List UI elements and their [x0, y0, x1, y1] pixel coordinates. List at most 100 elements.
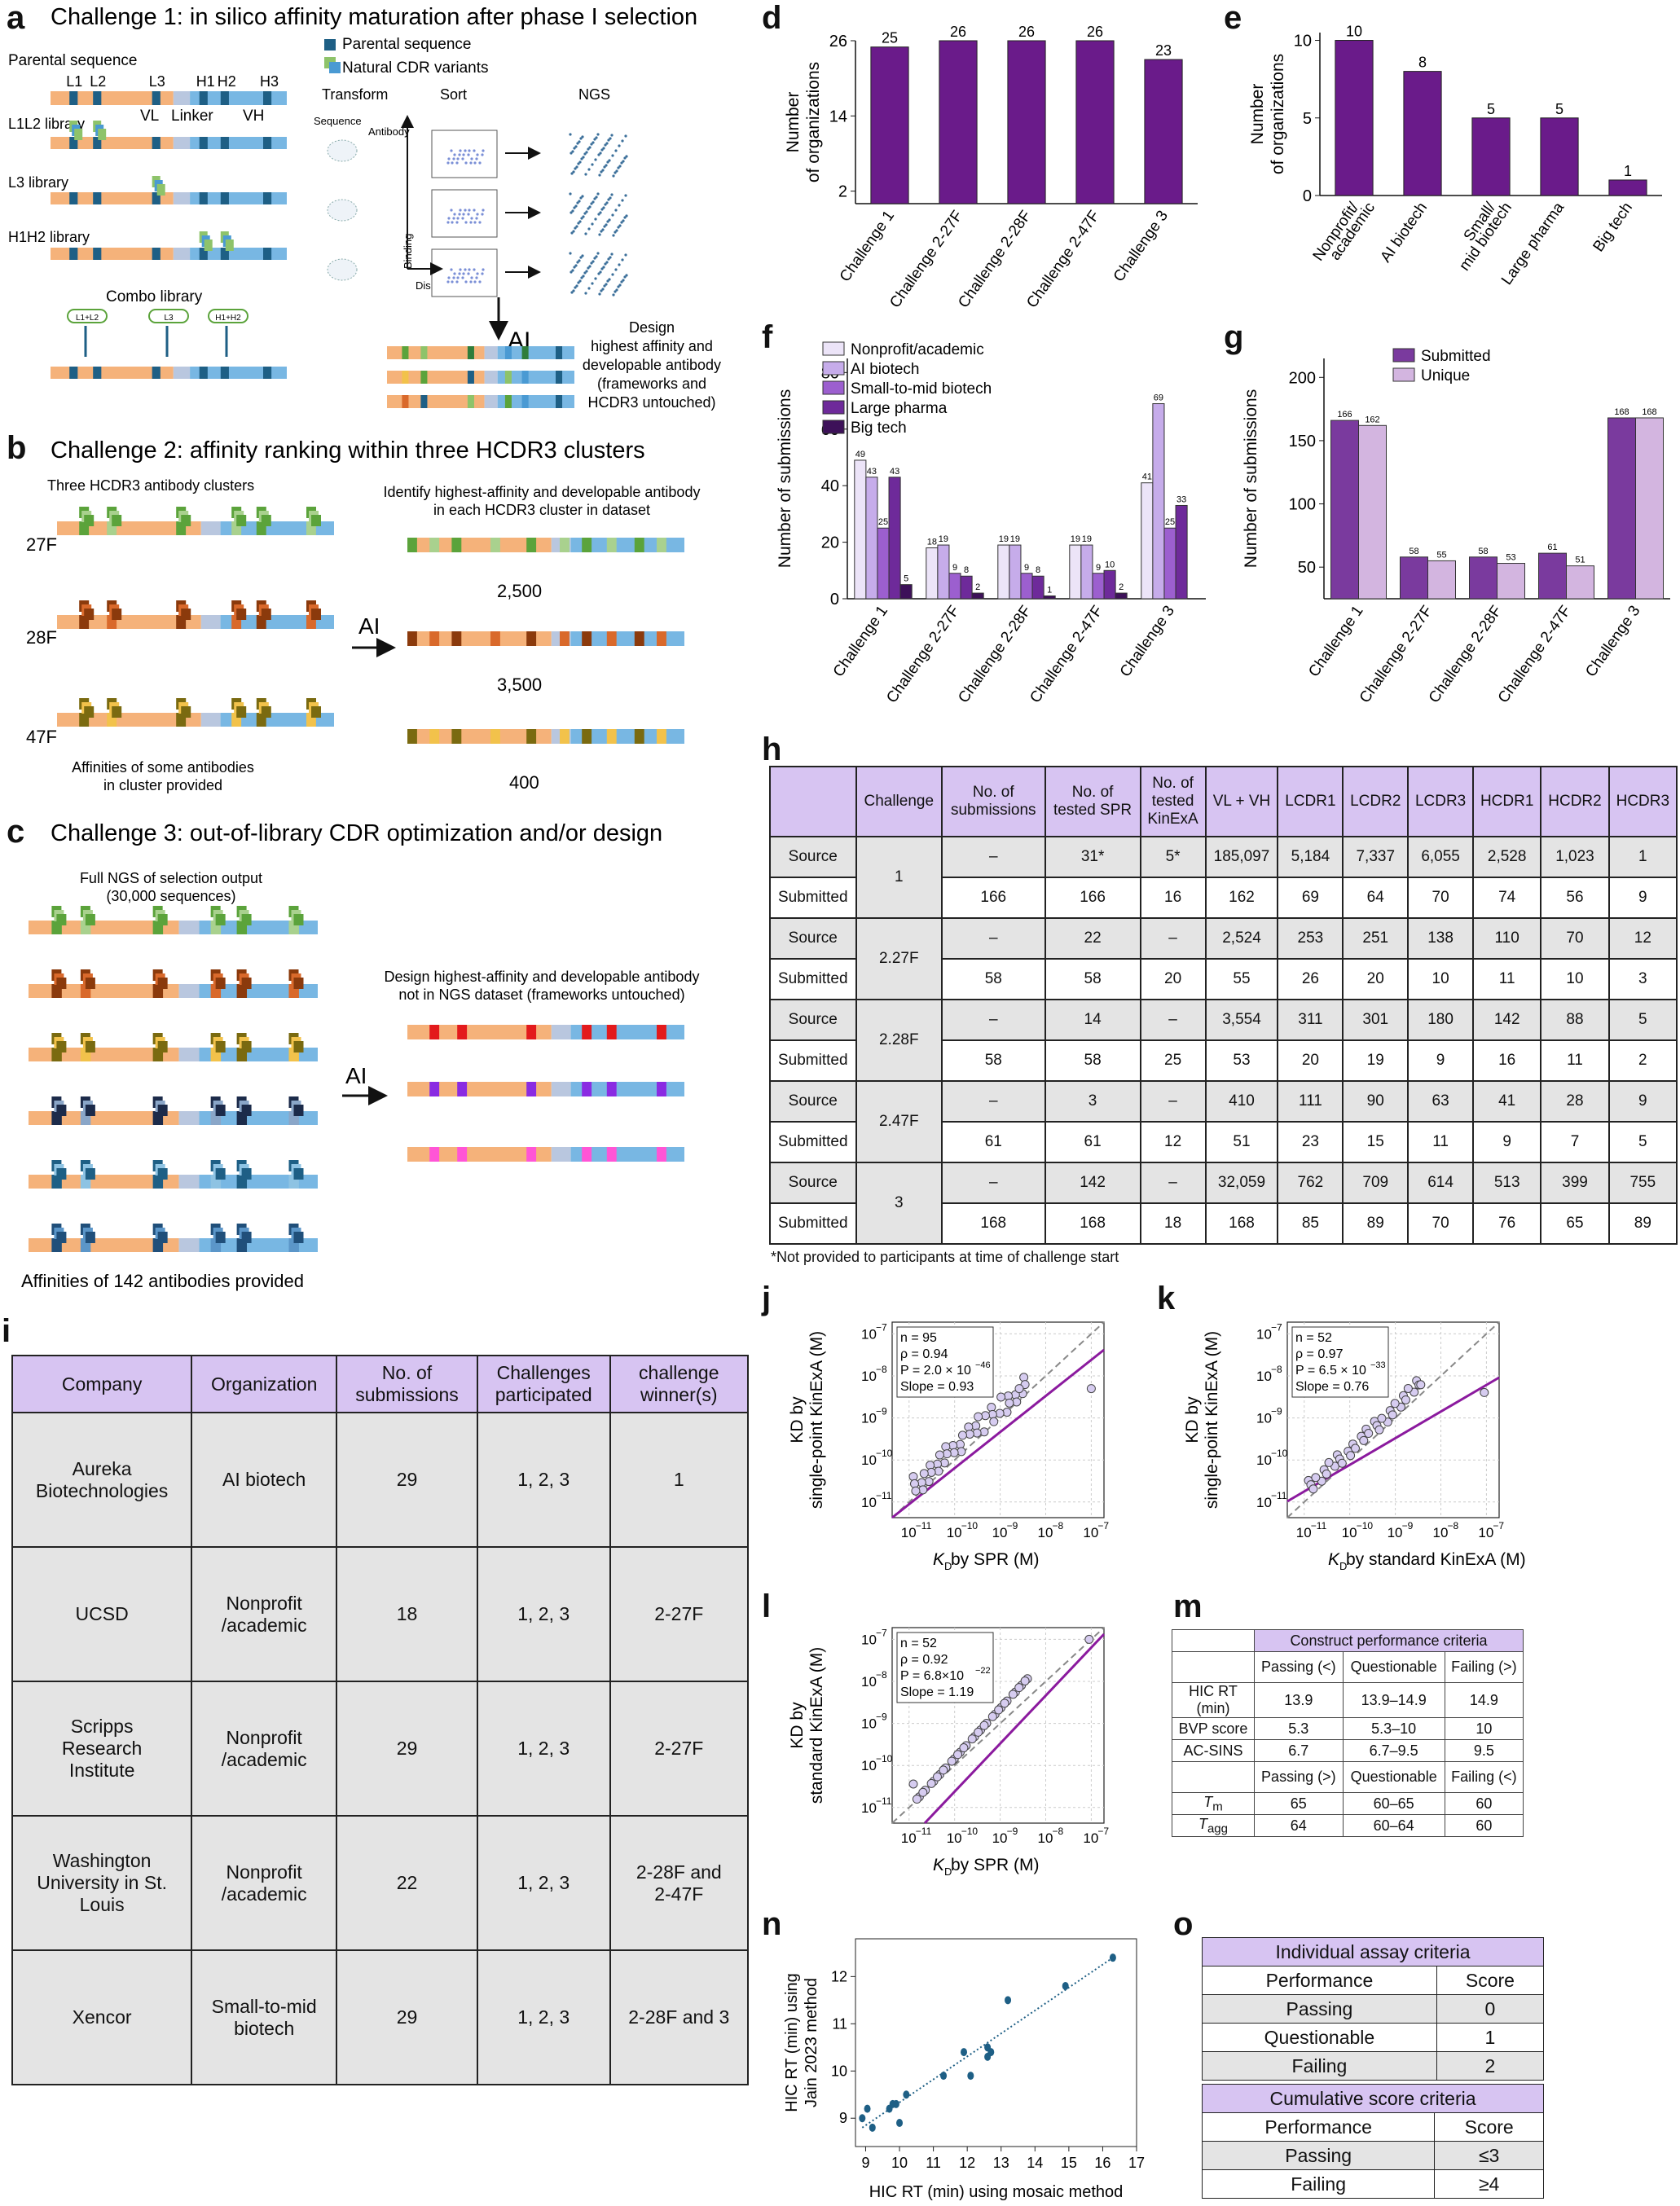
ngs-dot [618, 263, 621, 266]
ngs-dot [605, 142, 609, 145]
bar-3 [1175, 504, 1188, 600]
facs-dot [482, 149, 485, 152]
x-tick-exp: −10 [961, 1520, 979, 1531]
plot-frame [855, 1938, 1137, 2147]
design-c-line: not in NGS dataset (frameworks untouched… [398, 987, 684, 1003]
design-c-2-cdr-0 [429, 1147, 440, 1162]
ngs-dot [597, 153, 600, 156]
bar [1075, 40, 1115, 204]
y-tick-label: 12 [831, 1968, 847, 1984]
cluster-dataset-1-cdr-8 [634, 631, 644, 646]
data-point [964, 1422, 974, 1432]
ngs-dot [577, 222, 580, 225]
ngs-seq-1-vh [199, 984, 318, 998]
ngs-dot [600, 148, 604, 152]
bar-label: 19 [939, 534, 948, 544]
legend-swatch [1392, 348, 1415, 363]
library-0-vh [190, 137, 287, 149]
bar-label: 166 [1337, 410, 1352, 420]
cluster-stack [112, 515, 122, 526]
ngs-dot [602, 206, 605, 209]
ngs-seq-2-vh [199, 1048, 318, 1061]
facs-dot [470, 217, 473, 220]
legend-swatch [1392, 367, 1415, 382]
design-line: HCDR3 untouched) [587, 394, 715, 411]
legend-label: AI biotech [851, 361, 920, 378]
table-cell: Challenge [855, 766, 943, 837]
stat-rho: ρ = 0.92 [900, 1653, 948, 1667]
design-seq-2-cdr-0 [402, 371, 409, 384]
data-point [908, 1472, 918, 1482]
ngs-dot [591, 222, 594, 226]
cluster-28f: 28F [26, 627, 57, 648]
data-point [903, 2090, 910, 2099]
data-point [926, 1461, 935, 1470]
legend-label: Big tech [851, 420, 907, 437]
cdr-label-H2: H2 [218, 73, 236, 90]
data-point [1359, 1435, 1369, 1445]
bar-1 [1497, 563, 1525, 600]
y-tick-label: 0 [1303, 187, 1312, 205]
bar-2 [1163, 527, 1176, 600]
parental-seq-cdr-1 [93, 91, 102, 105]
y-tick-exp: −10 [876, 1448, 893, 1459]
y-tick-exp: −11 [876, 1490, 892, 1501]
table-cell: 23 [1277, 1121, 1344, 1163]
table-cell: 3 [1044, 1080, 1141, 1123]
ngs-dot [599, 270, 602, 274]
x-tick-exp: −8 [1053, 1826, 1064, 1837]
x-tick-label: 10 [891, 2155, 908, 2171]
ngs-stack [157, 978, 168, 989]
cluster-dataset-1-cdr-9 [657, 631, 666, 646]
combo-label: Combo library [106, 288, 203, 305]
panel-label-n: n [762, 1906, 782, 1942]
table-cell: – [941, 836, 1046, 878]
design-seq-1-cdr-2 [467, 346, 474, 359]
table-cell: 70 [1407, 877, 1475, 919]
legend-swatch [822, 341, 845, 356]
facs-dot [467, 213, 470, 216]
ngs-dot [604, 262, 607, 266]
facs-dot [456, 217, 460, 220]
affinity-line: in cluster provided [103, 777, 222, 793]
ngs-dot [615, 288, 618, 292]
ngs-dot [597, 213, 600, 216]
design-text-c: Design highest-affinity and developable … [385, 969, 700, 1003]
table-cell [1172, 1651, 1255, 1683]
table-cell: Scripps Research Institute [11, 1681, 193, 1817]
table-cell: Nonprofit/academic [191, 1815, 338, 1951]
data-point [1109, 1953, 1116, 1962]
design-c-line: Design highest-affinity and developable … [385, 969, 700, 985]
table-cell: LCDR3 [1407, 766, 1475, 837]
x-tick-label: 10 [1038, 1830, 1053, 1846]
y-tick-exp: −10 [876, 1753, 893, 1764]
table-cell: HCDR3 [1607, 766, 1678, 837]
table-cell: Source [769, 1162, 857, 1204]
ngs-dot [572, 230, 575, 233]
data-point [1005, 1398, 1014, 1408]
stat-pexp: −33 [1370, 1360, 1386, 1370]
x-tick-label: AI biotech [1377, 200, 1431, 266]
data-point [1003, 1391, 1013, 1401]
bar-label: 19 [999, 534, 1009, 544]
facs-dot [458, 153, 461, 156]
library-0-linker [173, 137, 191, 149]
table-cell: 89 [1607, 1202, 1678, 1245]
cluster-dataset-1-cdr-7 [606, 631, 617, 646]
x-tick-label: 17 [1128, 2155, 1145, 2171]
cluster-dataset-0-cdr-5 [560, 538, 570, 552]
facs-dot [459, 149, 462, 152]
cluster-dataset-1-cdr-6 [582, 631, 592, 646]
table-cell: – [1139, 1080, 1207, 1123]
facs-dot [464, 209, 467, 212]
table-cell: Score [1436, 1966, 1545, 1995]
ngs-dot [610, 134, 614, 137]
bar-label: 2 [975, 582, 980, 592]
cluster-stack [112, 609, 122, 620]
table-cell: 2,528 [1472, 836, 1542, 878]
table-row: Tagg 64 60–64 60 [1172, 1814, 1524, 1837]
cluster-seq-1-cdr-0 [79, 615, 90, 629]
bar-label: 5 [1555, 101, 1563, 117]
table-cell: 5.3–10 [1342, 1717, 1445, 1740]
y-tick-label: 10 [1256, 1411, 1272, 1426]
